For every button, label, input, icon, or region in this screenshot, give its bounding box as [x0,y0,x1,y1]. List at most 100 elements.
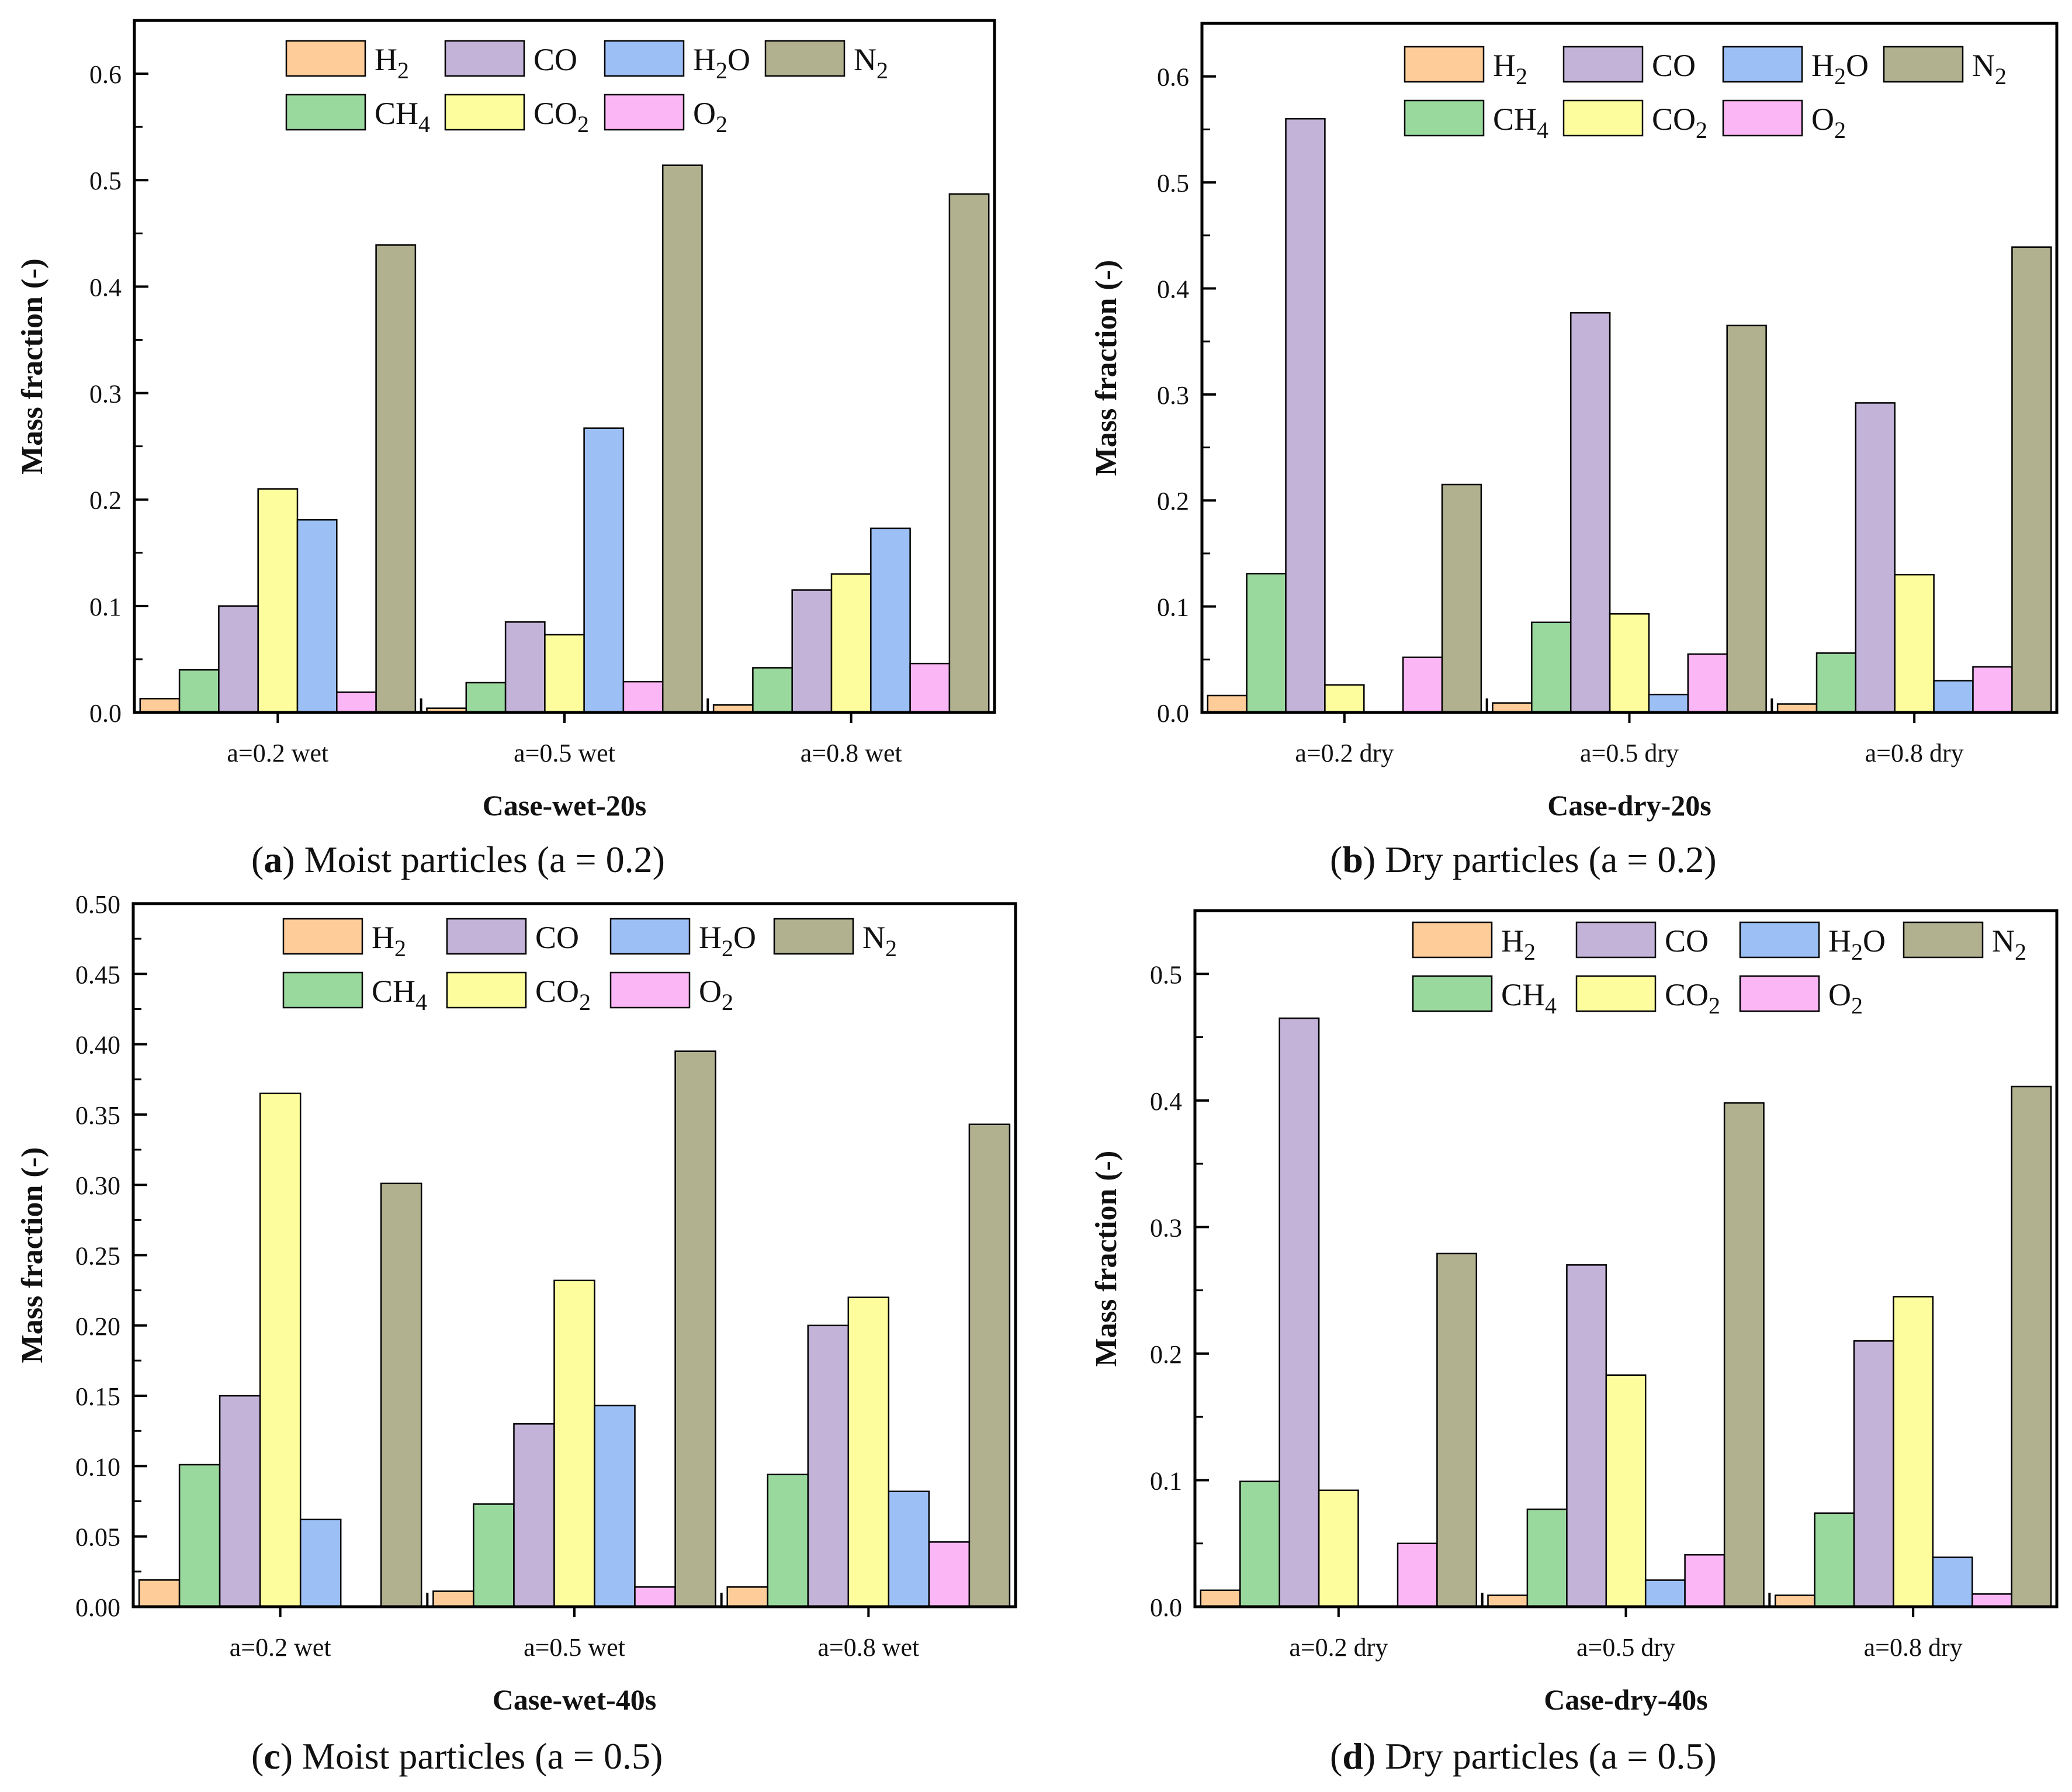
bar-ch4-1 [178,669,220,714]
y-tick-label: 0.4 [1150,1087,1182,1116]
y-tick-label: 0.5 [1150,960,1182,989]
legend-label-h2o: H2O [1811,48,1869,89]
x-category-label: a=0.2 wet [227,739,328,767]
bar-h2-1 [1200,1589,1241,1608]
bar-co2-3 [1893,1296,1934,1608]
bar-co2-1 [1318,1489,1359,1608]
legend-swatch-n2 [764,40,846,77]
y-tick-label: 0.6 [89,60,122,89]
x-axis-title: Case-dry-20s [1547,789,1711,822]
bar-n2-2 [1726,324,1767,714]
bar-h2-1 [1207,694,1248,714]
legend-label-ch4: CH4 [1501,977,1557,1019]
bar-ch4-2 [1526,1509,1568,1608]
y-axis-title: Mass fraction (-) [1090,260,1123,476]
bar-h2o-2 [1648,693,1689,714]
bar-o2-2 [634,1586,676,1608]
x-category-label: a=0.5 wet [514,739,615,767]
bar-co-3 [1853,1340,1894,1608]
legend-swatch-o2 [609,971,691,1009]
legend-swatch-h2o [1739,921,1820,959]
y-tick-label: 0.00 [75,1593,120,1622]
legend-swatch-h2 [1404,46,1485,83]
legend: H2 CO H2O N2 CH4 CO2 O2 [282,918,897,1015]
bar-o2-2 [1684,1554,1725,1608]
y-tick-label: 0.0 [1157,699,1189,728]
legend-swatch-co2 [1575,975,1657,1012]
bar-co-3 [1855,402,1896,714]
legend-label-n2: N2 [1992,923,2026,965]
caption-a: (a) Moist particles (a = 0.2) [251,839,665,880]
y-tick-label: 0.10 [75,1452,120,1481]
bar-h2o-2 [594,1404,636,1608]
bar-h2-2 [1487,1594,1529,1608]
bar-ch4-1 [1239,1480,1280,1608]
bar-co2-3 [830,573,872,714]
bar-n2-1 [1436,1253,1478,1608]
chart-panel-4: 0.0 0.1 0.2 0.3 0.4 0.5 a=0.2 dry a=0.5 dry a=0.… [1090,909,2059,1716]
legend-label-co: CO [1652,48,1696,83]
legend-label-co: CO [533,42,577,77]
y-tick-label: 0.1 [1157,593,1189,622]
legend-swatch-h2o [1722,46,1803,83]
x-category-label: a=0.8 wet [801,739,902,767]
y-tick-label: 0.3 [1157,381,1189,410]
x-category-label: a=0.5 wet [524,1633,625,1662]
x-axis-title: Case-wet-40s [493,1683,656,1716]
legend-swatch-co [444,40,525,77]
legend-swatch-h2o [604,40,685,77]
y-tick-label: 0.20 [75,1312,120,1341]
bar-h2o-1 [296,519,338,714]
bar-co-1 [218,605,259,714]
bar-ch4-3 [752,667,793,714]
legend-label-ch4: CH4 [372,974,427,1015]
legend-swatch-n2 [1903,921,1984,959]
bar-n2-1 [1441,483,1482,714]
bar-ch4-3 [1815,652,1857,714]
y-tick-label: 0.5 [89,167,122,195]
bar-co-2 [1566,1264,1607,1608]
legend-swatch-o2 [604,94,685,131]
bar-h2o-2 [583,427,625,714]
bar-co2-2 [1609,613,1650,714]
legend-label-co2: CO2 [1665,977,1720,1019]
legend: H2 CO H2O N2 CH4 CO2 O2 [1404,46,2007,143]
legend-swatch-h2 [285,40,366,77]
bar-h2-1 [139,698,181,714]
legend-label-o2: O2 [699,974,733,1015]
bar-ch4-2 [1531,621,1572,714]
bar-o2-3 [928,1541,971,1608]
bar-o2-1 [1397,1542,1438,1608]
legend-label-h2o: H2O [1828,923,1886,965]
bar-co-3 [807,1324,850,1608]
bar-ch4-3 [767,1473,809,1608]
legend-swatch-ch4 [1412,975,1493,1012]
bar-n2-3 [2011,246,2052,714]
bar-co-2 [513,1423,555,1608]
bar-co2-2 [544,634,585,714]
chart-panel-2: 0.0 0.1 0.2 0.3 0.4 0.5 0.6 a=0.2 dry a=0.5 dry a… [1090,22,2059,822]
legend-label-n2: N2 [862,920,897,961]
y-tick-label: 0.50 [75,890,120,919]
y-tick-label: 0.2 [89,486,122,515]
bar-n2-3 [968,1123,1011,1608]
legend-label-ch4: CH4 [1493,102,1548,143]
legend-label-n2: N2 [854,42,888,84]
bar-co-2 [504,621,546,714]
chart-panel-3: 0.00 0.05 0.10 0.15 0.20 0.25 0.30 0.35 0.40 0.45… [16,890,1017,1716]
y-tick-label: 0.0 [1150,1593,1182,1622]
legend-label-h2o: H2O [699,920,756,961]
y-tick-label: 0.45 [75,960,120,989]
x-category-label: a=0.8 dry [1865,739,1964,767]
bar-o2-1 [336,691,377,714]
legend-swatch-ch4 [282,971,363,1009]
bar-co-2 [1569,312,1611,714]
legend-label-co2: CO2 [1652,102,1707,143]
bar-n2-3 [948,193,990,714]
legend-label-co2: CO2 [533,96,589,137]
y-tick-label: 0.6 [1157,63,1189,92]
y-axis-title: Mass fraction (-) [16,1147,49,1364]
legend-swatch-n2 [1883,46,1964,83]
x-axis-title: Case-dry-40s [1544,1683,1708,1716]
bar-co2-3 [1894,573,1935,714]
